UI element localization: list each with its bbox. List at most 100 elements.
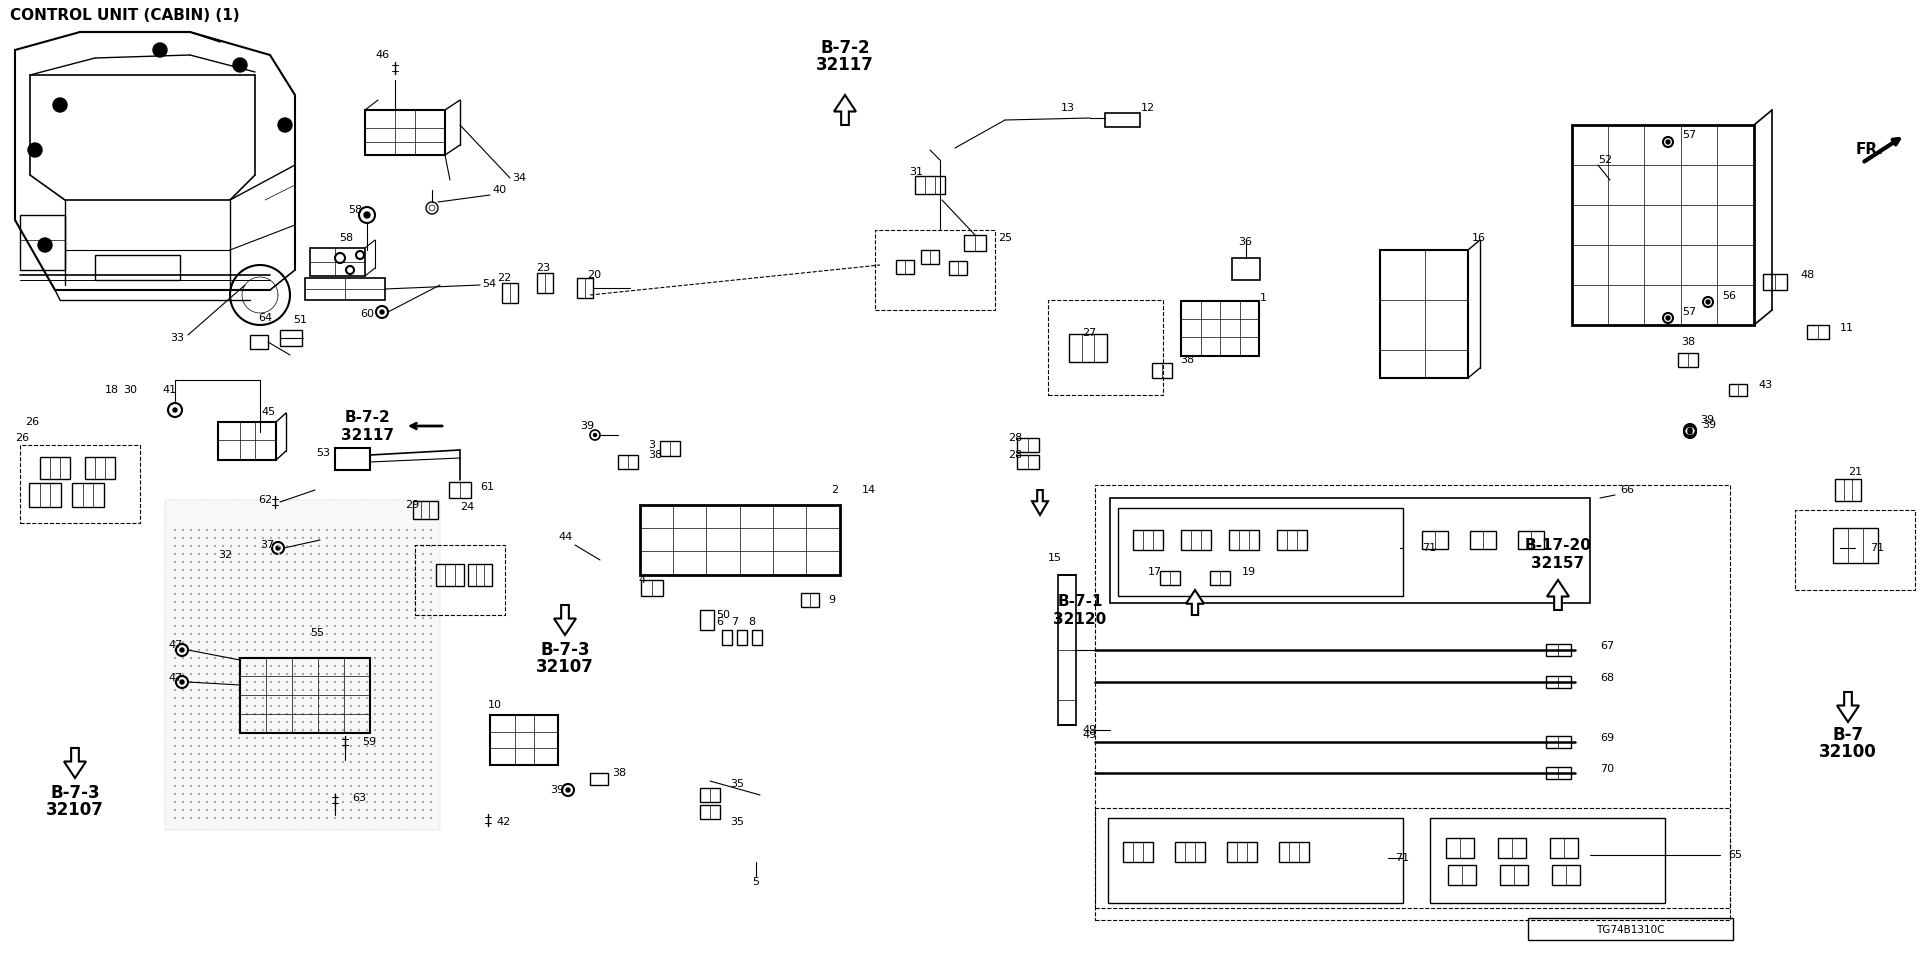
Text: 63: 63 <box>351 793 367 803</box>
Bar <box>365 110 445 155</box>
Bar <box>1446 838 1475 858</box>
Bar <box>1123 842 1154 862</box>
Bar <box>1058 575 1075 725</box>
Circle shape <box>173 408 177 412</box>
Circle shape <box>365 212 371 218</box>
Text: 30: 30 <box>123 385 136 395</box>
Text: 31: 31 <box>908 167 924 177</box>
Bar <box>922 250 939 264</box>
Bar <box>309 248 365 276</box>
Text: 57: 57 <box>1682 307 1695 317</box>
Text: 32107: 32107 <box>536 658 593 676</box>
Text: 14: 14 <box>862 485 876 495</box>
Text: 41: 41 <box>161 385 177 395</box>
Bar <box>250 335 269 349</box>
Bar <box>40 457 69 479</box>
Bar <box>1018 455 1039 469</box>
Polygon shape <box>833 95 856 125</box>
Bar <box>737 630 747 645</box>
Text: 53: 53 <box>317 448 330 458</box>
Text: 65: 65 <box>1728 850 1741 860</box>
Polygon shape <box>1837 692 1859 722</box>
Bar <box>964 235 987 251</box>
Text: 49: 49 <box>1083 730 1096 740</box>
Bar <box>660 441 680 455</box>
Text: 66: 66 <box>1620 485 1634 495</box>
Bar <box>1551 865 1580 885</box>
Text: B-7-2: B-7-2 <box>346 411 392 425</box>
Bar <box>1094 808 1730 908</box>
Bar <box>1807 325 1830 339</box>
Text: 32157: 32157 <box>1532 556 1584 570</box>
Text: 51: 51 <box>294 315 307 325</box>
Bar <box>29 483 61 507</box>
Bar <box>1110 498 1590 603</box>
Circle shape <box>1707 300 1711 304</box>
Bar <box>1546 736 1571 748</box>
Text: 38: 38 <box>1680 337 1695 347</box>
Bar <box>1500 865 1528 885</box>
Circle shape <box>1667 316 1670 320</box>
Circle shape <box>566 788 570 792</box>
Circle shape <box>232 58 248 72</box>
Circle shape <box>180 648 184 652</box>
Text: 56: 56 <box>1722 291 1736 301</box>
Bar <box>1498 838 1526 858</box>
Text: 48: 48 <box>1801 270 1814 280</box>
Bar <box>1181 300 1260 355</box>
Text: 15: 15 <box>1048 553 1062 563</box>
Bar <box>1528 918 1734 940</box>
Bar <box>1229 530 1260 550</box>
Text: B-7-2: B-7-2 <box>820 39 870 57</box>
Bar <box>1423 531 1448 549</box>
Text: 40: 40 <box>492 185 507 195</box>
Bar <box>1181 530 1212 550</box>
Bar <box>501 283 518 303</box>
Bar <box>1795 510 1914 590</box>
Bar <box>589 773 609 785</box>
Text: 26: 26 <box>25 417 38 427</box>
Text: 35: 35 <box>730 779 745 789</box>
Bar <box>280 330 301 346</box>
Bar <box>1549 838 1578 858</box>
Text: 32107: 32107 <box>46 801 104 819</box>
Bar <box>1471 531 1496 549</box>
Circle shape <box>1688 428 1692 432</box>
Text: CONTROL UNIT (CABIN) (1): CONTROL UNIT (CABIN) (1) <box>10 8 240 23</box>
Text: 19: 19 <box>1242 567 1256 577</box>
Text: 33: 33 <box>171 333 184 343</box>
Bar <box>1546 767 1571 779</box>
Bar <box>1546 676 1571 688</box>
Circle shape <box>180 680 184 684</box>
Text: 29: 29 <box>405 500 419 510</box>
Bar <box>1117 508 1404 596</box>
Bar <box>722 630 732 645</box>
Bar <box>219 422 276 460</box>
Bar <box>305 278 386 300</box>
Text: 45: 45 <box>261 407 275 417</box>
Bar <box>1678 353 1697 367</box>
Circle shape <box>276 546 280 550</box>
Text: 38: 38 <box>612 768 626 778</box>
Circle shape <box>380 310 384 314</box>
Text: 47: 47 <box>169 640 182 650</box>
Text: 32120: 32120 <box>1054 612 1106 628</box>
Text: 6: 6 <box>716 617 724 627</box>
Polygon shape <box>1548 580 1569 610</box>
Text: 61: 61 <box>480 482 493 492</box>
Text: 39: 39 <box>1701 420 1716 430</box>
Text: 64: 64 <box>257 313 273 323</box>
Bar <box>1832 527 1878 563</box>
Text: 57: 57 <box>1682 130 1695 140</box>
Text: 2: 2 <box>831 485 839 495</box>
Bar <box>1730 384 1747 396</box>
Bar <box>490 715 559 765</box>
Bar <box>538 273 553 293</box>
Text: 32: 32 <box>219 550 232 560</box>
Polygon shape <box>555 605 576 635</box>
Bar <box>1572 125 1755 325</box>
Bar <box>1152 363 1171 377</box>
Text: 4: 4 <box>637 575 645 585</box>
Text: 10: 10 <box>488 700 501 710</box>
Text: 37: 37 <box>259 540 275 550</box>
